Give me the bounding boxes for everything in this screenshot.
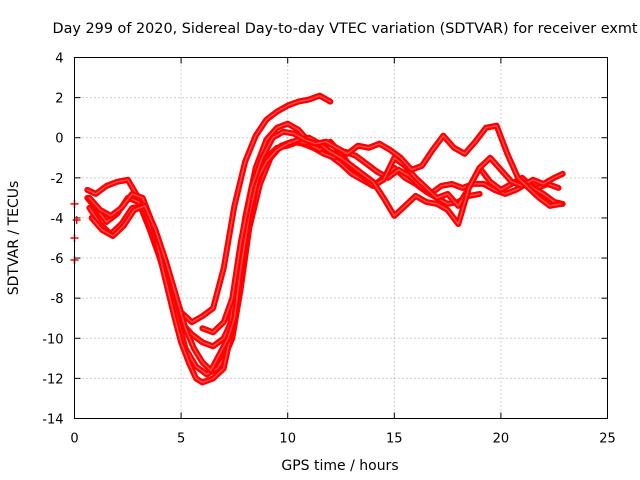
series-track-2-marker-texture bbox=[86, 122, 481, 348]
x-tick-label: 0 bbox=[70, 432, 78, 447]
y-tick-label: 4 bbox=[55, 52, 63, 67]
series-track-1-marker-texture bbox=[86, 94, 332, 323]
y-tick-label: -2 bbox=[51, 172, 64, 187]
data-point bbox=[72, 215, 81, 224]
y-tick-label: -8 bbox=[51, 292, 64, 307]
series-track-6-marker-texture bbox=[201, 124, 562, 334]
data-series bbox=[84, 92, 566, 386]
series-track-4-marker-texture bbox=[88, 140, 564, 384]
y-axis-ticks: -14 -12 -10 -8 -6 -4 -2 0 2 4 bbox=[42, 52, 608, 428]
y-tick-label: -14 bbox=[42, 413, 63, 428]
x-tick-label: 15 bbox=[386, 432, 403, 447]
series-track-5 bbox=[88, 134, 566, 374]
y-tick-label: -12 bbox=[42, 372, 63, 387]
isolated-points bbox=[70, 199, 81, 265]
y-tick-label: 0 bbox=[55, 132, 63, 147]
x-tick-label: 20 bbox=[493, 432, 510, 447]
x-tick-label: 25 bbox=[599, 432, 616, 447]
y-axis-label: SDTVAR / TECUs bbox=[6, 181, 22, 296]
chart-title: Day 299 of 2020, Sidereal Day-to-day VTE… bbox=[53, 21, 639, 37]
x-tick-label: 10 bbox=[279, 432, 296, 447]
x-axis-label: GPS time / hours bbox=[281, 458, 398, 474]
series-track-4 bbox=[86, 138, 566, 386]
series-track-2 bbox=[84, 120, 483, 350]
y-tick-label: 2 bbox=[55, 92, 63, 107]
x-tick-label: 5 bbox=[177, 432, 185, 447]
y-tick-label: -6 bbox=[51, 252, 64, 267]
plot-frame bbox=[74, 57, 608, 419]
y-tick-label: -4 bbox=[51, 212, 64, 227]
y-tick-label: -10 bbox=[42, 332, 63, 347]
x-axis-ticks: 0 5 10 15 20 25 bbox=[70, 57, 616, 447]
series-track-6 bbox=[199, 122, 564, 336]
